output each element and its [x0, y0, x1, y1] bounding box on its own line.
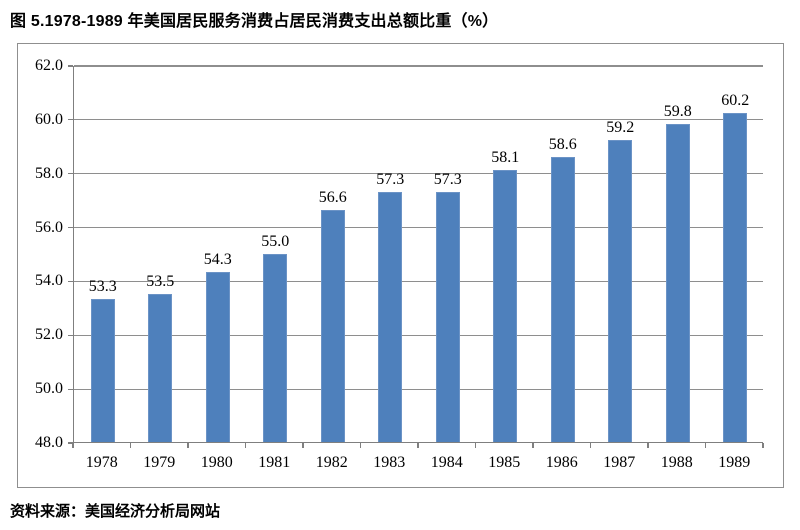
bar-1989 [723, 113, 748, 442]
x-axis-label: 1982 [315, 454, 348, 471]
x-axis-label: 1989 [718, 454, 751, 471]
bar-1988 [665, 124, 690, 442]
x-axis-label: 1986 [545, 454, 578, 471]
bar-column: 54.3 [189, 66, 247, 442]
chart-frame: 53.3 53.5 54.3 55.0 56.6 57.3 57.3 58.1 58.6 59.2… [17, 43, 784, 488]
bar-value-label: 53.3 [88, 278, 117, 296]
bar-value-label: 59.2 [606, 119, 635, 137]
x-axis-tick [417, 443, 419, 448]
x-axis-tick [187, 443, 189, 448]
bar-column: 60.2 [707, 66, 765, 442]
bar-column: 53.3 [74, 66, 132, 442]
y-axis-tick [68, 226, 73, 229]
x-axis-tick [589, 443, 592, 448]
y-axis-tick [68, 173, 73, 175]
y-axis-label: 50.0 [35, 380, 63, 398]
x-axis-tick [302, 443, 304, 448]
bar-column: 58.6 [534, 66, 592, 442]
x-axis-tick [359, 443, 362, 448]
y-axis-tick [68, 280, 73, 283]
x-axis-label: 1983 [373, 454, 406, 471]
bar-column: 57.3 [362, 66, 420, 442]
x-axis-tick [532, 443, 534, 448]
bar-value-label: 57.3 [376, 170, 405, 188]
bar-1985 [493, 170, 518, 442]
bar-1986 [550, 156, 575, 442]
bar-1979 [148, 293, 173, 442]
bar-1984 [435, 191, 460, 442]
bar-value-label: 54.3 [203, 251, 232, 269]
x-axis-label: 1980 [200, 454, 233, 471]
gridline [74, 226, 763, 229]
y-axis-label: 48.0 [35, 434, 63, 451]
y-axis-tick [68, 388, 73, 390]
x-axis-tick [474, 443, 477, 448]
bar-1987 [608, 140, 633, 442]
gridline [74, 388, 763, 390]
y-axis-tick [68, 65, 73, 67]
bar-value-label: 55.0 [261, 232, 290, 250]
x-axis-label: 1987 [603, 454, 636, 471]
bar-1982 [320, 210, 345, 442]
bar-value-label: 53.5 [146, 272, 175, 290]
x-axis-tick [762, 443, 764, 448]
y-axis-label: 56.0 [35, 218, 63, 236]
y-axis-tick [68, 334, 73, 336]
bar-column: 55.0 [247, 66, 305, 442]
bar-value-label: 58.6 [548, 135, 577, 153]
bar-1981 [263, 253, 288, 442]
gridline [74, 173, 763, 175]
y-axis-label: 52.0 [35, 326, 63, 344]
y-axis-tick [68, 119, 73, 121]
gridline [74, 334, 763, 336]
x-axis-tick [72, 443, 74, 448]
x-axis-label: 1978 [85, 454, 118, 471]
bar-value-label: 60.2 [721, 92, 750, 110]
x-axis-tick [647, 443, 649, 448]
bar-value-label: 56.6 [318, 189, 347, 207]
bar-column: 59.2 [592, 66, 650, 442]
bar-column: 53.5 [132, 66, 190, 442]
x-axis-label: 1988 [660, 454, 693, 471]
gridline [74, 119, 763, 121]
gridline [74, 65, 763, 67]
x-axis-tick [129, 443, 132, 448]
y-axis-label: 54.0 [35, 272, 63, 290]
x-axis-label: 1984 [430, 454, 463, 471]
chart-title: 图 5.1978-1989 年美国居民服务消费占居民消费支出总额比重（%） [10, 13, 499, 30]
bar-value-label: 58.1 [491, 149, 520, 167]
plot-area: 53.3 53.5 54.3 55.0 56.6 57.3 57.3 58.1 58.6 59.2… [73, 65, 765, 443]
bar-value-label: 59.8 [663, 103, 692, 121]
bar-column: 59.8 [649, 66, 707, 442]
bar-1978 [90, 299, 115, 442]
bar-value-label: 57.3 [433, 170, 462, 188]
bar-column: 57.3 [419, 66, 477, 442]
x-axis-tick [704, 443, 707, 448]
source-note: 资料来源：美国经济分析局网站 [10, 503, 221, 520]
x-axis-label: 1981 [258, 454, 291, 471]
y-axis-label: 58.0 [35, 164, 63, 182]
bar-1980 [205, 272, 230, 442]
gridline [74, 280, 763, 283]
bar-column: 56.6 [304, 66, 362, 442]
y-axis-label: 62.0 [35, 57, 63, 74]
bar-1983 [378, 191, 403, 442]
bar-column: 58.1 [477, 66, 535, 442]
y-axis-tick [68, 442, 73, 444]
x-axis-label: 1979 [143, 454, 176, 471]
y-axis-label: 60.0 [35, 110, 63, 128]
x-axis-tick [244, 443, 247, 448]
x-axis-label: 1985 [488, 454, 521, 471]
